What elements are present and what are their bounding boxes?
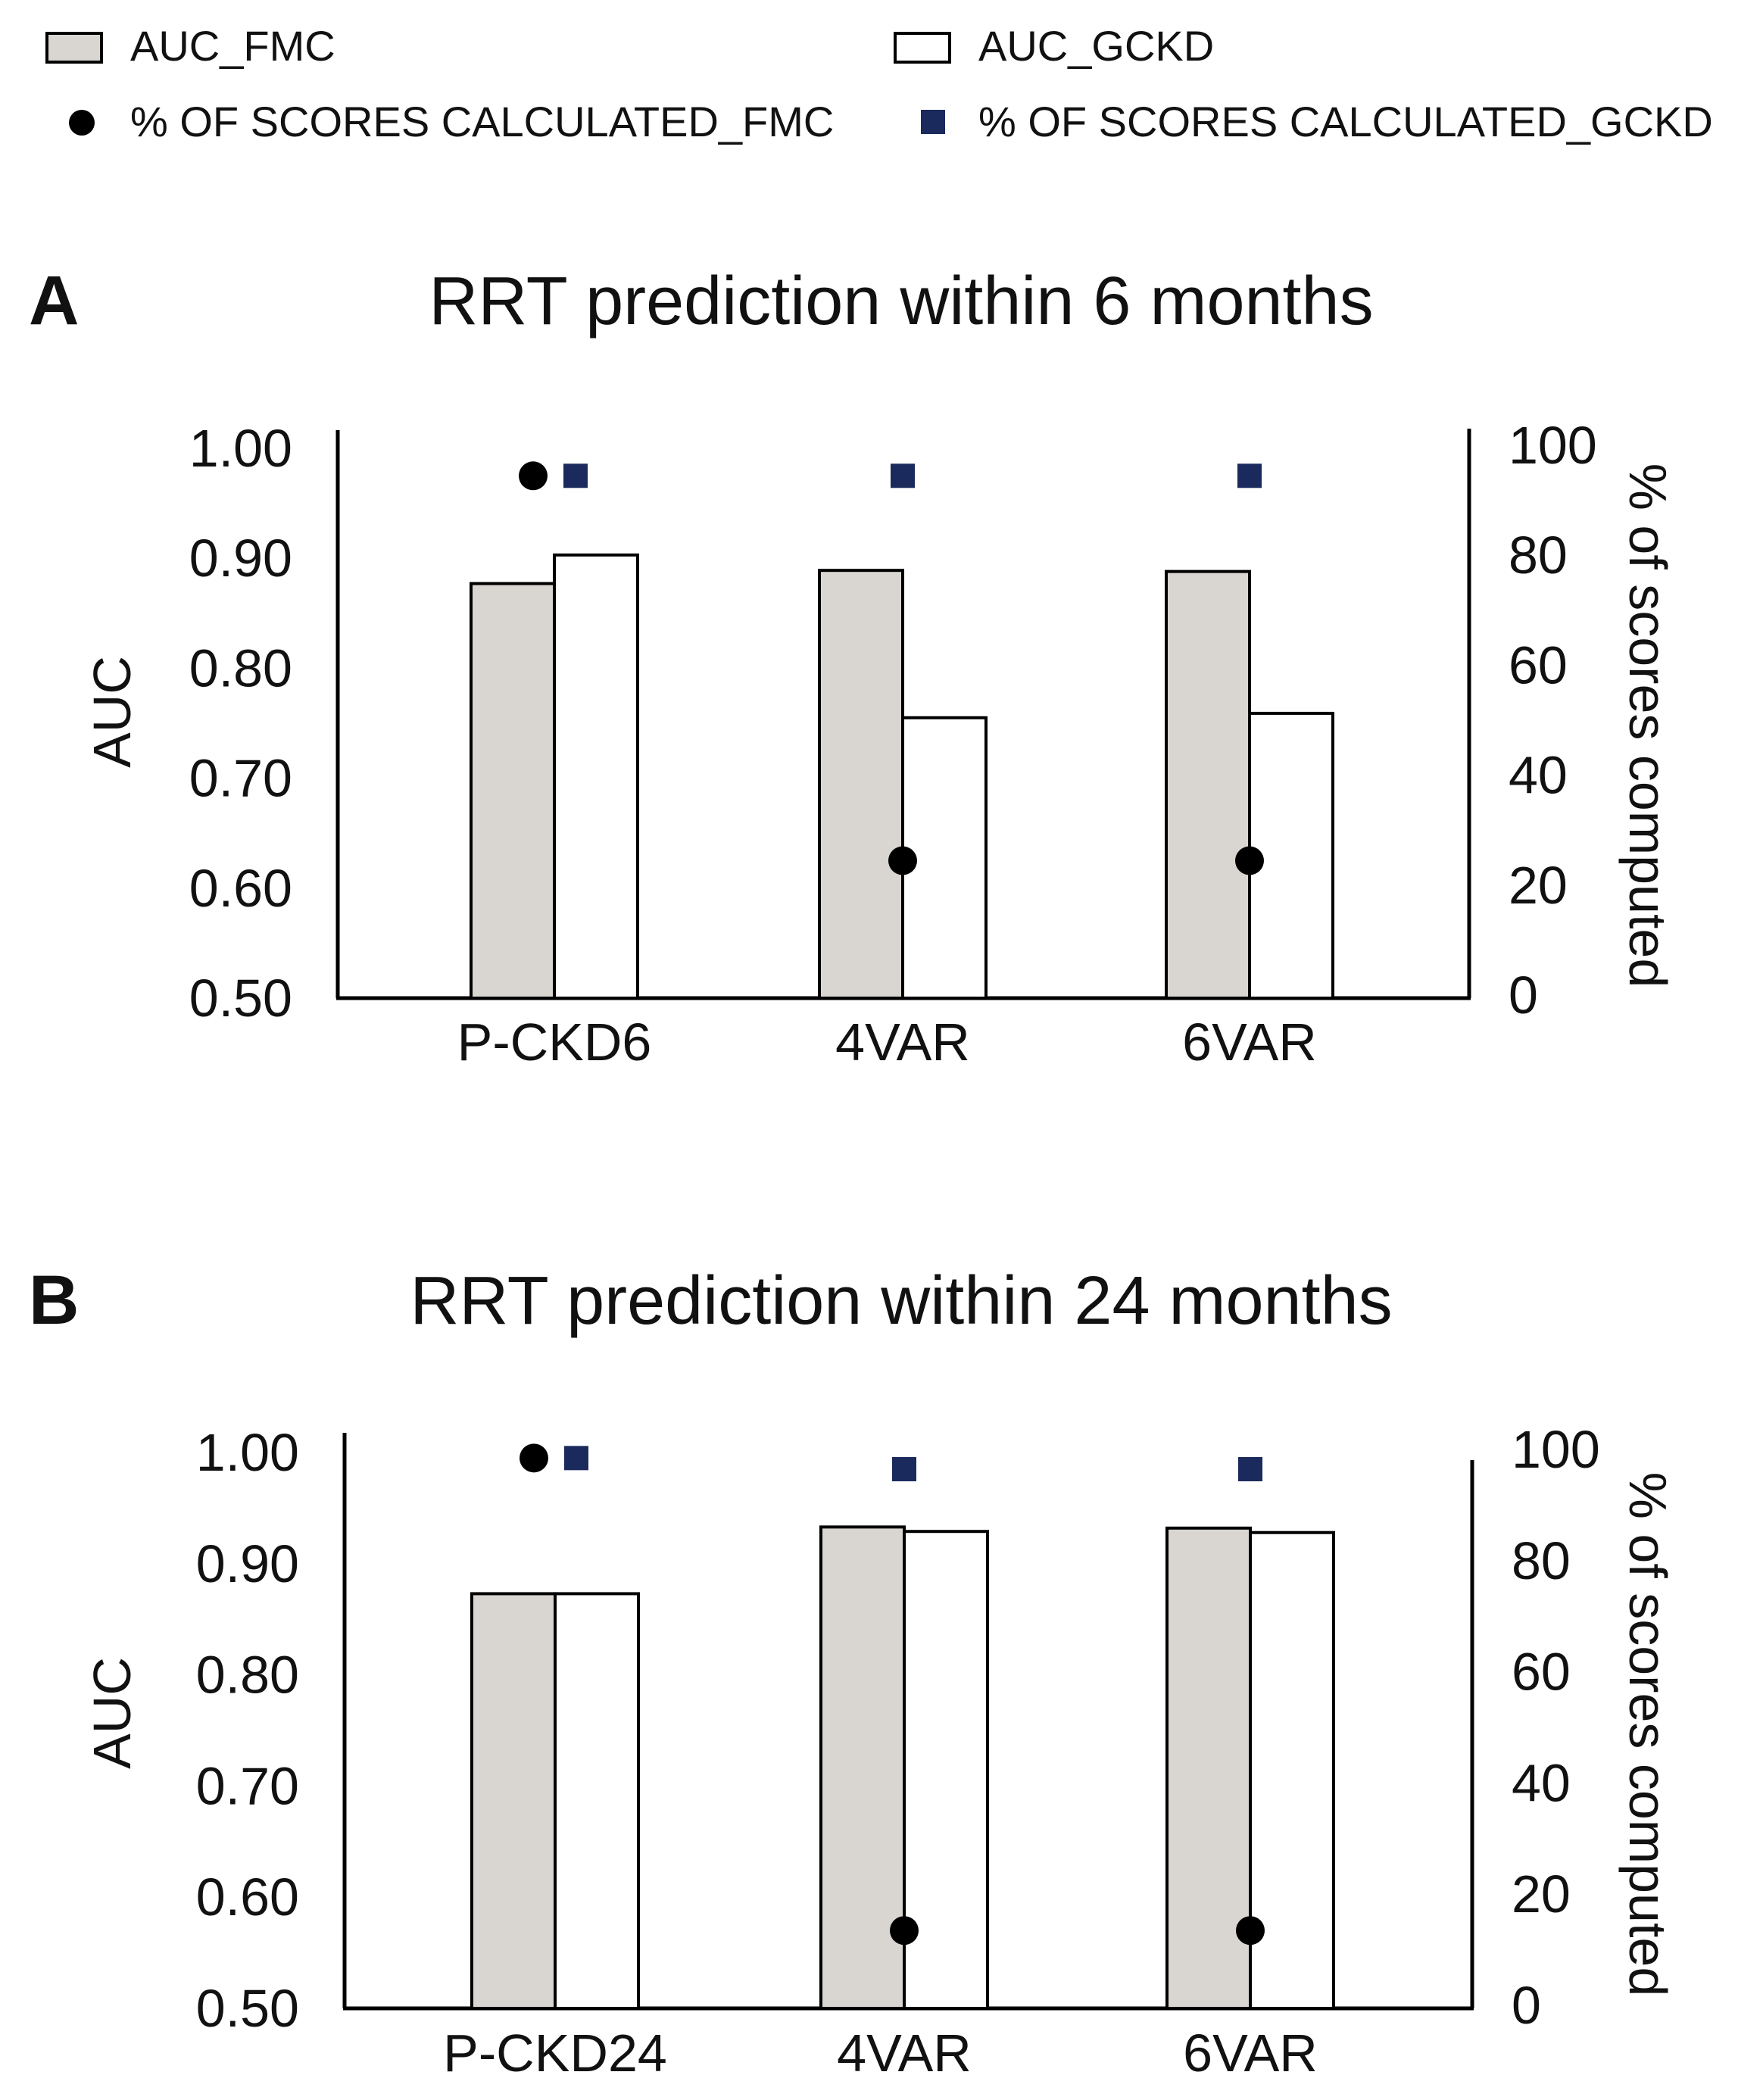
p2-marker-pct-fmc <box>890 1916 919 1946</box>
p2-category-label: P-CKD24 <box>443 2024 667 2083</box>
legend-swatch-auc-gckd <box>894 32 951 64</box>
p2-y2-tick-label: 60 <box>1512 1643 1571 1702</box>
legend-label-auc-fmc: AUC_FMC <box>130 22 335 70</box>
p2-y-tick-label: 0.50 <box>196 1979 299 2038</box>
p1-marker-pct-fmc <box>519 461 548 491</box>
panel-a-title: RRT prediction within 6 months <box>429 264 1373 339</box>
panel-a: A RRT prediction within 6 months AUC % o… <box>29 262 1677 1072</box>
panel-b-plot: 1.00 0.90 0.80 0.70 0.60 0.50 100 80 60 40 20 0 P-CK… <box>196 1420 1600 2083</box>
p1-y2-tick-label: 100 <box>1509 416 1597 475</box>
p2-y-tick-label: 1.00 <box>196 1423 299 1482</box>
p1-marker-pct-gckd <box>891 463 915 488</box>
p1-bar-auc-gckd <box>1248 711 1334 1000</box>
p2-marker-pct-fmc <box>520 1443 548 1473</box>
p2-category-label: 6VAR <box>1183 2024 1318 2083</box>
legend-label-auc-gckd: AUC_GCKD <box>978 22 1214 70</box>
panel-b-title: RRT prediction within 24 months <box>410 1263 1392 1339</box>
p1-y-tick-label: 0.60 <box>189 859 292 918</box>
p2-y2-tick-label: 20 <box>1512 1864 1571 1924</box>
p2-y-tick-label: 0.60 <box>196 1868 299 1927</box>
legend-marker-pct-fmc <box>69 110 95 136</box>
p2-marker-pct-fmc <box>1236 1916 1265 1946</box>
p1-bar-auc-gckd <box>553 553 639 1000</box>
legend-label-pct-gckd: % OF SCORES CALCULATED_GCKD <box>978 98 1713 145</box>
panel-b-ylabel: AUC <box>83 1657 142 1769</box>
p1-category-label: 4VAR <box>835 1013 970 1072</box>
p2-y2-tick-label: 100 <box>1512 1420 1600 1479</box>
p1-y2-tick-label: 0 <box>1509 966 1538 1025</box>
panel-b-y2label: % of scores computed <box>1618 1472 1677 1997</box>
p1-bar-auc-fmc <box>818 569 904 1000</box>
p1-marker-pct-fmc <box>1235 846 1264 875</box>
p1-y-tick-label: 0.50 <box>189 969 292 1028</box>
p2-category-label: 4VAR <box>837 2024 972 2083</box>
p1-y2-tick-label: 60 <box>1509 635 1568 694</box>
p2-marker-pct-gckd <box>1238 1457 1262 1482</box>
p1-category-label: P-CKD6 <box>457 1013 652 1072</box>
p2-y2-tick-label: 0 <box>1512 1976 1541 2035</box>
p2-y-tick-label: 0.80 <box>196 1646 299 1705</box>
p1-y-tick-label: 0.70 <box>189 749 292 808</box>
p1-y-tick-label: 0.80 <box>189 638 292 697</box>
p1-marker-pct-fmc <box>888 846 917 875</box>
p1-bar-auc-fmc <box>470 582 556 1000</box>
p2-y-tick-label: 0.70 <box>196 1756 299 1815</box>
legend-marker-pct-gckd <box>921 110 945 134</box>
p1-y2-tick-label: 40 <box>1509 746 1568 805</box>
p2-y2-tick-label: 40 <box>1512 1753 1571 1812</box>
legend-label-pct-fmc: % OF SCORES CALCULATED_FMC <box>130 98 834 145</box>
legend: AUC_FMC AUC_GCKD % OF SCORES CALCULATED_… <box>45 22 1713 145</box>
panel-b-letter: B <box>29 1262 79 1339</box>
p2-marker-pct-gckd <box>564 1446 588 1471</box>
p1-bar-auc-fmc <box>1165 569 1251 1000</box>
legend-swatch-auc-fmc <box>45 32 103 64</box>
p1-y2-tick-label: 80 <box>1509 526 1568 585</box>
p1-y-tick-label: 1.00 <box>189 419 292 478</box>
p1-y2-tick-label: 20 <box>1509 856 1568 915</box>
p2-y2-tick-label: 80 <box>1512 1531 1571 1590</box>
p1-y-tick-label: 0.90 <box>189 529 292 588</box>
p2-bar-auc-gckd <box>554 1592 640 2011</box>
panel-a-letter: A <box>29 262 79 339</box>
p1-marker-pct-gckd <box>1237 463 1262 488</box>
p2-bar-auc-fmc <box>470 1592 557 2011</box>
p1-marker-pct-gckd <box>563 463 588 488</box>
p2-y-tick-label: 0.90 <box>196 1534 299 1593</box>
panel-b: B RRT prediction within 24 months AUC % … <box>29 1262 1677 2083</box>
panel-a-y2label: % of scores computed <box>1618 463 1677 988</box>
panel-a-ylabel: AUC <box>83 656 142 768</box>
p1-category-label: 6VAR <box>1182 1013 1317 1072</box>
panel-a-plot: 1.00 0.90 0.80 0.70 0.60 0.50 100 80 60 40 20 0 P-CK… <box>189 416 1597 1072</box>
p2-marker-pct-gckd <box>892 1457 916 1482</box>
